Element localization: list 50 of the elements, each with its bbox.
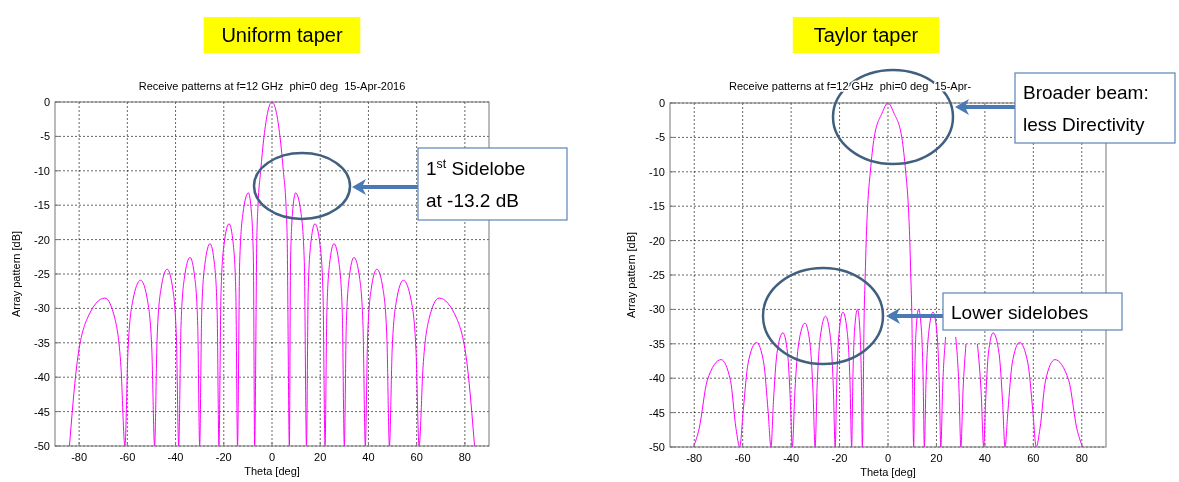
y-tick-label: -30 — [649, 303, 665, 316]
x-tick-label: 20 — [314, 451, 327, 463]
y-axis-title: Array pattern [dB] — [625, 231, 637, 319]
chart-title: Taylor taper — [813, 24, 919, 46]
y-tick-label: -15 — [34, 199, 50, 212]
x-tick-label: -20 — [831, 452, 848, 464]
x-tick-label: 60 — [1027, 452, 1040, 464]
y-tick-label: -35 — [649, 337, 665, 350]
y-tick-label: -40 — [34, 371, 50, 384]
y-tick-label: -20 — [649, 234, 665, 247]
y-tick-label: -15 — [649, 200, 665, 213]
x-tick-label: -40 — [167, 451, 184, 463]
x-tick-label: -20 — [215, 451, 232, 463]
y-tick-label: -25 — [649, 269, 665, 281]
x-tick-label: 40 — [978, 452, 992, 464]
y-tick-label: -5 — [40, 130, 50, 143]
y-tick-label: -50 — [649, 441, 665, 453]
y-tick-label: -50 — [34, 440, 50, 452]
x-tick-label: -80 — [71, 451, 88, 463]
y-tick-label: -5 — [655, 131, 665, 144]
x-tick-label: -60 — [119, 451, 136, 463]
x-tick-label: 0 — [268, 451, 276, 463]
y-tick-label: -10 — [649, 165, 665, 178]
y-tick-label: -20 — [34, 233, 50, 246]
x-tick-label: 40 — [362, 451, 375, 463]
y-tick-label: -45 — [34, 405, 50, 418]
annotation: 1$^{st}$ Sidelobe at -13.2 dB — [426, 157, 526, 211]
y-tick-label: -25 — [34, 268, 50, 280]
x-tick-label: 80 — [458, 451, 472, 463]
y-tick-label: -30 — [34, 302, 50, 315]
y-tick-label: -45 — [649, 406, 665, 419]
x-tick-label: 80 — [1075, 452, 1088, 464]
y-tick-label: 0 — [658, 97, 665, 109]
x-axis-title: Theta [deg] — [244, 465, 300, 477]
chart-title: Uniform taper — [221, 24, 343, 46]
x-tick-label: 20 — [930, 452, 943, 464]
annotation: Broader beam: less Directivity — [1023, 82, 1149, 135]
annotation: Lower sidelobes — [951, 301, 1089, 323]
chart-subtitle: Receive patterns at f=12 GHz phi=0 deg 15-Apr-2016 — [138, 80, 406, 92]
x-tick-label: -40 — [783, 452, 800, 464]
x-axis-title: Theta [deg] — [860, 466, 916, 478]
x-tick-label: 60 — [410, 451, 423, 463]
y-tick-label: -40 — [649, 372, 665, 385]
x-tick-label: -80 — [686, 452, 703, 464]
y-tick-label: -10 — [34, 164, 50, 177]
x-tick-label: 0 — [884, 452, 892, 464]
x-tick-label: -60 — [734, 452, 751, 464]
y-axis-title: Array pattern [dB] — [10, 230, 22, 318]
y-tick-label: -35 — [34, 336, 50, 349]
y-tick-label: 0 — [43, 96, 50, 108]
